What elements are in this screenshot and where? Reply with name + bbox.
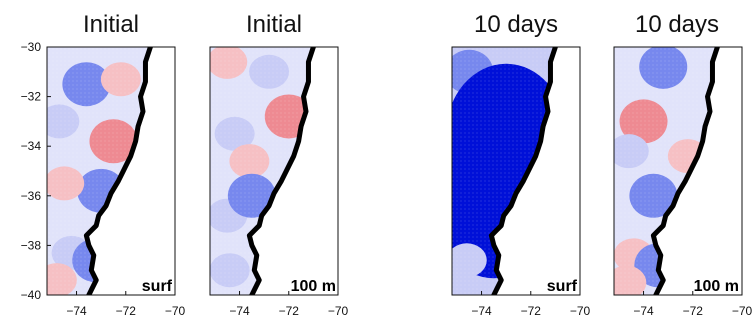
colormap-field [614, 47, 720, 295]
coastline [488, 47, 558, 295]
stipple-texture [47, 47, 151, 295]
anomaly-layer [47, 47, 151, 295]
y-tick-label: −30 [21, 40, 42, 54]
y-tick-label: −32 [21, 90, 42, 104]
panel-10days-surf: 10 days surf −74 −72 −70 [451, 11, 591, 318]
depth-label: surf [142, 278, 173, 295]
x-axis: −74 −72 −70 [229, 291, 349, 318]
x-tick-label: −74 [471, 304, 492, 318]
stipple-texture [210, 47, 314, 295]
x-tick-label: −74 [229, 304, 250, 318]
depth-label: 100 m [291, 278, 336, 295]
x-tick-label: −72 [279, 304, 300, 318]
x-tick-label: −74 [633, 304, 654, 318]
plot-frame [46, 46, 176, 296]
depth-label: 100 m [694, 278, 739, 295]
stipple-texture [614, 47, 718, 295]
stipple-texture [452, 47, 556, 295]
y-axis: −30 −32 −34 −36 −38 −40 [21, 40, 51, 302]
x-axis: −74 −72 −70 [633, 291, 752, 318]
panel-title: 10 days [635, 11, 719, 38]
panel-10days-100m: 10 days 100 m −74 −72 −70 [613, 11, 752, 318]
y-tick-label: −34 [21, 139, 42, 153]
panel-title: Initial [246, 11, 302, 38]
panel-title: Initial [83, 11, 139, 38]
x-axis: −74 −72 −70 [471, 291, 591, 318]
x-axis: −74 −72 −70 [66, 291, 186, 318]
plot-frame [209, 46, 339, 296]
x-tick-label: −74 [66, 304, 87, 318]
coastline [83, 47, 153, 295]
x-tick-label: −70 [328, 304, 349, 318]
panel-initial-100m: Initial 100 m −74 −72 −70 [209, 11, 349, 318]
coastline [650, 47, 720, 295]
y-tick-label: −36 [21, 189, 42, 203]
panel-title: 10 days [474, 11, 558, 38]
plot-frame [613, 46, 743, 296]
colormap-field [452, 47, 558, 295]
y-tick-label: −38 [21, 238, 42, 252]
x-tick-label: −70 [732, 304, 752, 318]
plot-frame [451, 46, 581, 296]
x-tick-label: −72 [521, 304, 542, 318]
x-tick-label: −72 [683, 304, 704, 318]
colormap-field [210, 47, 316, 295]
x-tick-label: −72 [116, 304, 137, 318]
x-tick-label: −70 [570, 304, 591, 318]
coastline [246, 47, 316, 295]
colormap-field [47, 47, 153, 295]
depth-label: surf [547, 278, 578, 295]
y-tick-label: −40 [21, 288, 42, 302]
anomaly-layer [210, 47, 314, 295]
x-tick-label: −70 [165, 304, 186, 318]
panel-initial-surf: Initial surf −30−32−34−36−38−40 −74 −72 −7… [21, 11, 186, 318]
